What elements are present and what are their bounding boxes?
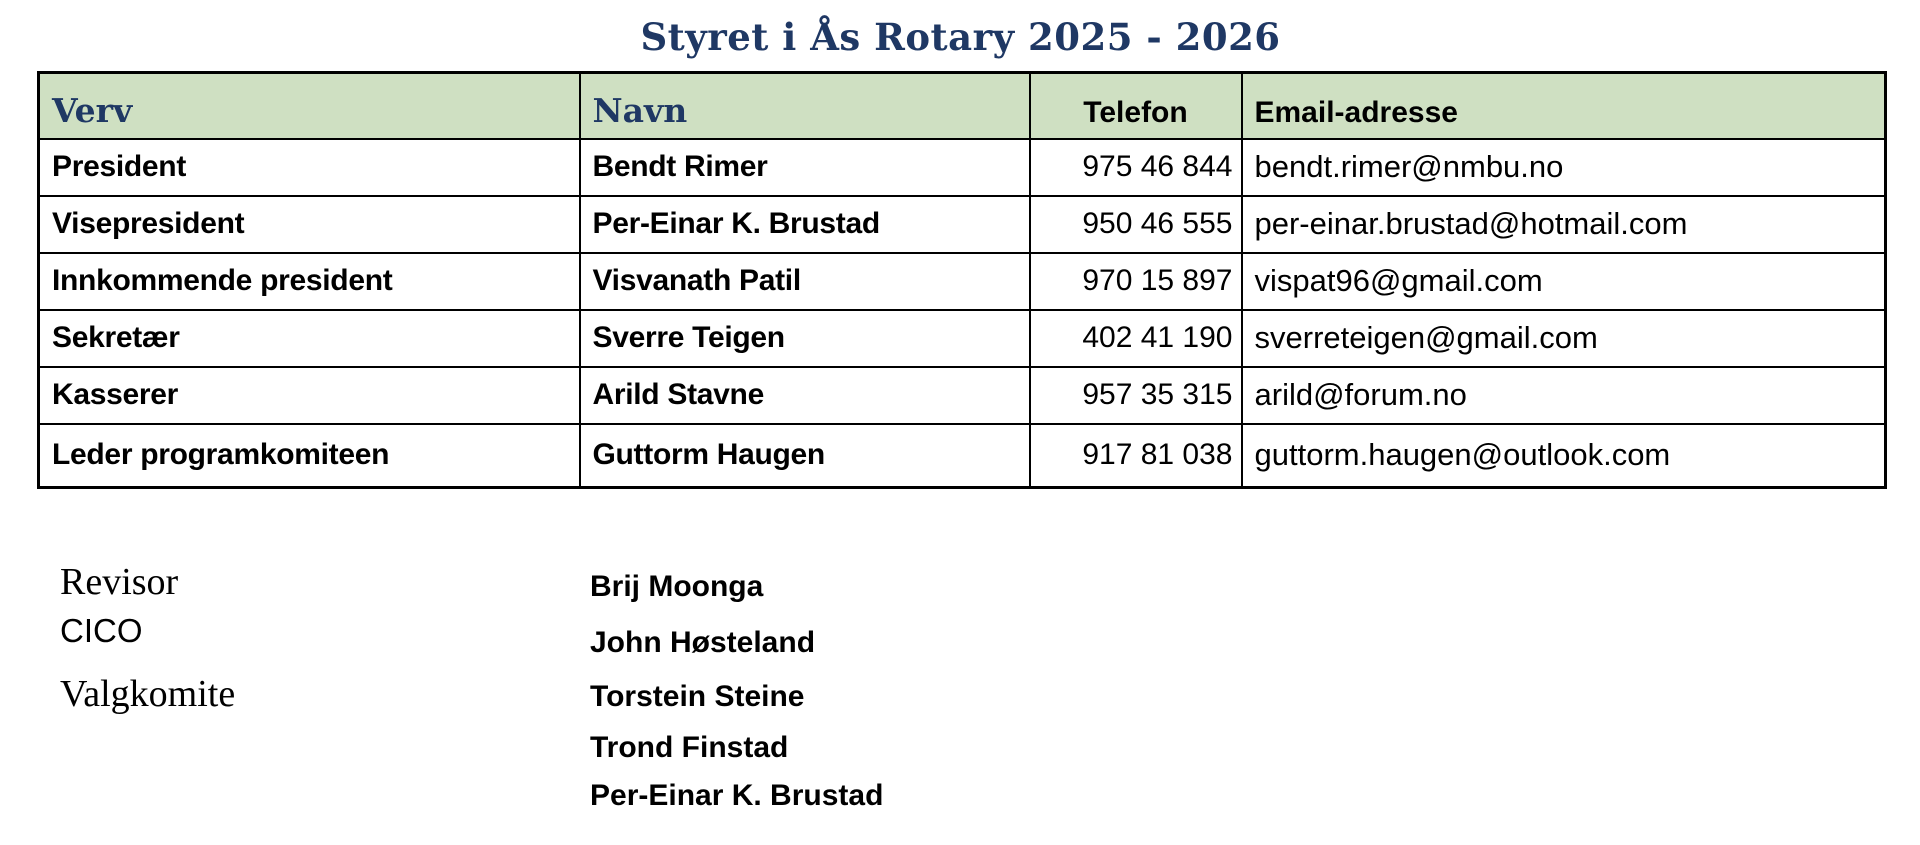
valgkomite-label: Valgkomite: [60, 673, 236, 715]
col-header-telefon: Telefon: [1028, 71, 1243, 140]
table-row: Sekretær Sverre Teigen 402 41 190 sverre…: [37, 308, 1887, 368]
col-header-email: Email-adresse: [1240, 71, 1887, 140]
cico-label: CICO: [60, 612, 143, 649]
verv-cell: Leder programkomiteen: [37, 422, 581, 489]
telefon-cell: 970 15 897: [1028, 251, 1243, 311]
telefon-cell: 975 46 844: [1028, 137, 1243, 197]
navn-cell: Arild Stavne: [578, 365, 1031, 425]
col-header-verv: Verv: [37, 71, 581, 140]
table-row: Kasserer Arild Stavne 957 35 315 arild@f…: [37, 365, 1887, 425]
board-table: Verv Navn Telefon Email-adresse Presiden…: [37, 71, 1887, 489]
table-row: Leder programkomiteen Guttorm Haugen 917…: [37, 422, 1887, 489]
email-cell: arild@forum.no: [1240, 365, 1887, 425]
email-cell: sverreteigen@gmail.com: [1240, 308, 1887, 368]
col-header-navn: Navn: [578, 71, 1031, 140]
revisor-label: Revisor: [60, 561, 179, 603]
email-cell: guttorm.haugen@outlook.com: [1240, 422, 1887, 489]
revisor-name: Brij Moonga: [590, 570, 764, 603]
telefon-cell: 950 46 555: [1028, 194, 1243, 254]
valgkomite-member: Trond Finstad: [590, 731, 789, 764]
email-cell: per-einar.brustad@hotmail.com: [1240, 194, 1887, 254]
valgkomite-member: Per-Einar K. Brustad: [590, 779, 884, 812]
email-cell: vispat96@gmail.com: [1240, 251, 1887, 311]
table-row: Visepresident Per-Einar K. Brustad 950 4…: [37, 194, 1887, 254]
telefon-cell: 402 41 190: [1028, 308, 1243, 368]
verv-cell: Sekretær: [37, 308, 581, 368]
verv-cell: President: [37, 137, 581, 197]
table-row: Innkommende president Visvanath Patil 97…: [37, 251, 1887, 311]
telefon-cell: 917 81 038: [1028, 422, 1243, 489]
verv-cell: Innkommende president: [37, 251, 581, 311]
navn-cell: Per-Einar K. Brustad: [578, 194, 1031, 254]
navn-cell: Visvanath Patil: [578, 251, 1031, 311]
header-row: Verv Navn Telefon Email-adresse: [37, 71, 1887, 140]
navn-cell: Bendt Rimer: [578, 137, 1031, 197]
table-row: President Bendt Rimer 975 46 844 bendt.r…: [37, 137, 1887, 197]
valgkomite-member: Torstein Steine: [590, 680, 805, 713]
telefon-cell: 957 35 315: [1028, 365, 1243, 425]
verv-cell: Kasserer: [37, 365, 581, 425]
verv-cell: Visepresident: [37, 194, 581, 254]
document-title: Styret i Ås Rotary 2025 - 2026: [640, 15, 1281, 59]
cico-name: John Høsteland: [590, 626, 816, 659]
email-cell: bendt.rimer@nmbu.no: [1240, 137, 1887, 197]
navn-cell: Sverre Teigen: [578, 308, 1031, 368]
navn-cell: Guttorm Haugen: [578, 422, 1031, 489]
